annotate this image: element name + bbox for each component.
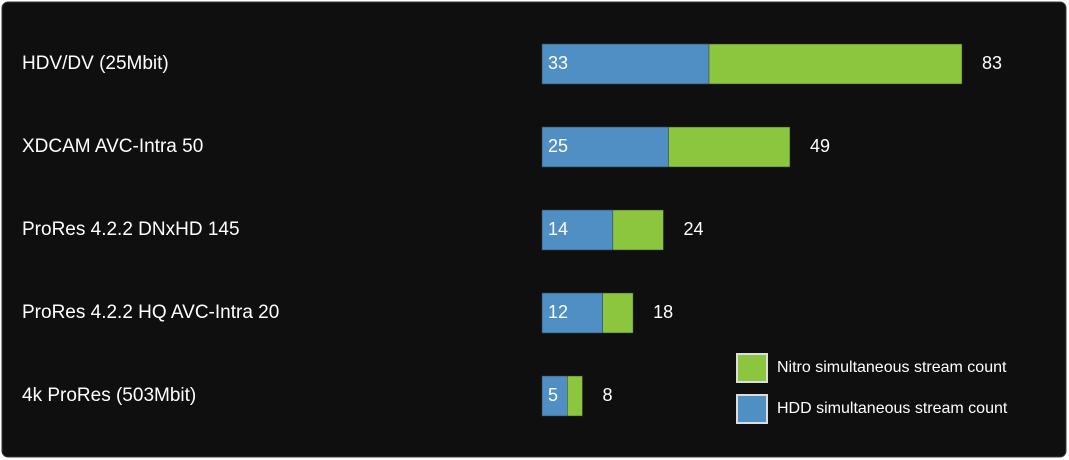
category-label: 4k ProRes (503Mbit): [22, 385, 196, 406]
legend-swatch: [736, 353, 768, 383]
legend-label: Nitro simultaneous stream count: [777, 359, 1007, 376]
value-label: 5: [548, 385, 558, 405]
value-label: 25: [548, 136, 568, 156]
bar: [541, 43, 710, 85]
value-label: 33: [548, 53, 568, 73]
value-label: 24: [683, 219, 703, 239]
category-label: XDCAM AVC-Intra 50: [22, 136, 203, 157]
bar: [541, 292, 603, 334]
legend-label: HDD simultaneous stream count: [777, 400, 1008, 417]
bar: [541, 209, 614, 251]
value-label: 49: [810, 136, 830, 156]
category-label: ProRes 4.2.2 DNxHD 145: [22, 219, 240, 240]
bar: [541, 375, 568, 417]
legend-swatch: [736, 394, 768, 424]
category-label: ProRes 4.2.2 HQ AVC-Intra 20: [22, 302, 279, 323]
category-label: HDV/DV (25Mbit): [22, 53, 169, 74]
value-label: 8: [602, 385, 612, 405]
value-label: 18: [653, 302, 673, 322]
bar: [541, 126, 669, 168]
value-label: 14: [548, 219, 568, 239]
value-label: 12: [548, 302, 568, 322]
value-label: 83: [982, 53, 1002, 73]
